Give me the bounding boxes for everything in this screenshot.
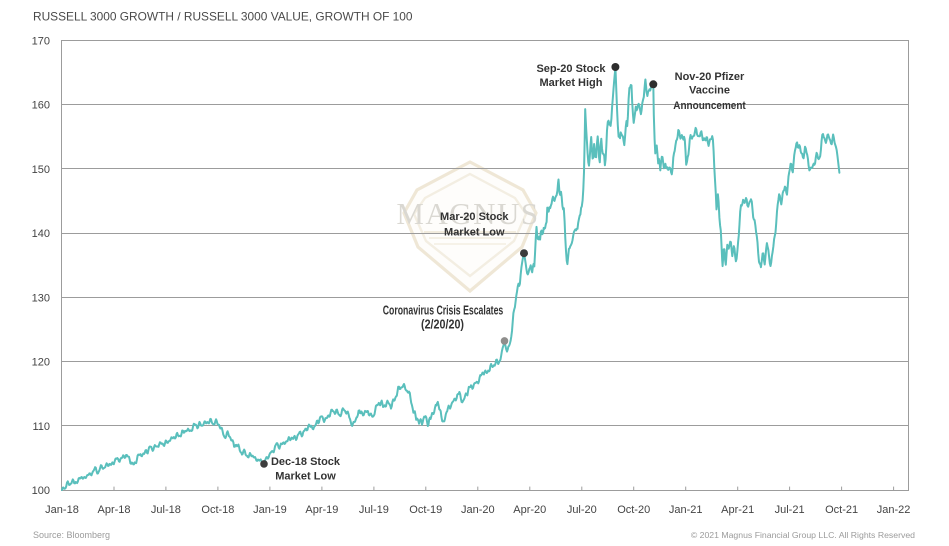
svg-text:Oct-18: Oct-18 [201,504,234,516]
svg-text:Sep-20 Stock: Sep-20 Stock [536,63,606,75]
svg-text:150: 150 [32,164,50,176]
svg-text:Dec-18 Stock: Dec-18 Stock [271,456,341,468]
svg-text:Market Low: Market Low [444,226,505,238]
svg-text:100: 100 [32,485,50,497]
svg-text:(2/20/20): (2/20/20) [421,317,464,332]
svg-text:Jan-21: Jan-21 [669,504,703,516]
svg-text:Oct-19: Oct-19 [409,504,442,516]
svg-text:Market High: Market High [540,77,603,89]
svg-text:120: 120 [32,357,50,369]
svg-text:Oct-21: Oct-21 [825,504,858,516]
svg-text:Mar-20 Stock: Mar-20 Stock [440,211,509,223]
svg-text:Oct-20: Oct-20 [617,504,650,516]
svg-text:130: 130 [32,292,50,304]
svg-text:160: 160 [32,100,50,112]
svg-text:Jan-19: Jan-19 [253,504,287,516]
svg-text:Market Low: Market Low [275,471,336,483]
svg-text:Jul-19: Jul-19 [359,504,389,516]
svg-text:MAGNUS: MAGNUS [396,196,539,231]
svg-text:Apr-19: Apr-19 [305,504,338,516]
svg-text:Coronavirus Crisis Escalates: Coronavirus Crisis Escalates [383,302,504,317]
svg-text:170: 170 [32,35,50,47]
svg-text:Jul-20: Jul-20 [567,504,597,516]
svg-text:Announcement: Announcement [673,100,746,112]
svg-text:110: 110 [32,421,50,433]
svg-text:Vaccine: Vaccine [689,85,730,97]
svg-text:Jan-18: Jan-18 [45,504,79,516]
svg-text:© 2021 Magnus Financial Group: © 2021 Magnus Financial Group LLC. All R… [691,530,915,540]
svg-text:Apr-20: Apr-20 [513,504,546,516]
svg-text:Jan-22: Jan-22 [877,504,911,516]
svg-text:Jan-20: Jan-20 [461,504,495,516]
svg-text:Jul-21: Jul-21 [775,504,805,516]
svg-text:Nov-20 Pfizer: Nov-20 Pfizer [675,71,745,83]
svg-text:Source: Bloomberg: Source: Bloomberg [33,530,110,540]
svg-text:Apr-18: Apr-18 [97,504,130,516]
svg-text:140: 140 [32,228,50,240]
svg-text:Jul-18: Jul-18 [151,504,181,516]
svg-text:Apr-21: Apr-21 [721,504,754,516]
svg-text:RUSSELL 3000 GROWTH / RUSSELL: RUSSELL 3000 GROWTH / RUSSELL 3000 VALUE… [33,10,413,24]
